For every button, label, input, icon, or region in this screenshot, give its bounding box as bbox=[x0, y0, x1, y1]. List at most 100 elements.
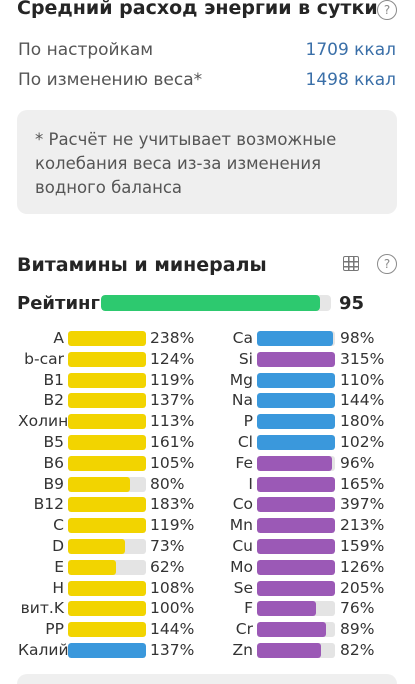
nutrient-name: Mo bbox=[230, 557, 253, 576]
nutrient-percent: 119% bbox=[150, 516, 195, 535]
nutrient-bar bbox=[68, 497, 146, 513]
nutrient-percent: 397% bbox=[340, 495, 385, 514]
nutrient-percent: 62% bbox=[150, 557, 185, 576]
nutrient-bar bbox=[68, 643, 146, 658]
nutrient-percent: 73% bbox=[150, 537, 185, 555]
nutrient-name: D bbox=[52, 537, 64, 555]
nutrient-name: Zn bbox=[232, 641, 253, 659]
nutrient-bar bbox=[257, 351, 335, 367]
nutrient-bar bbox=[257, 601, 335, 617]
nutrient-name: Холин bbox=[18, 412, 69, 431]
energy-section-title: Средний расход энергии в сутки bbox=[17, 0, 378, 19]
nutrient-percent: 161% bbox=[150, 433, 195, 451]
energy-help-icon[interactable]: ? bbox=[377, 0, 397, 20]
nutrient-bar-fill bbox=[68, 601, 146, 617]
settings-value: 1709 ккал bbox=[305, 40, 397, 60]
nutrient-bar-fill bbox=[68, 455, 146, 471]
nutrient-bar-fill bbox=[68, 497, 146, 513]
rating-bar-fill bbox=[101, 295, 320, 311]
nutrient-bar-fill bbox=[257, 539, 335, 554]
nutrient-bar bbox=[68, 539, 146, 554]
nutrient-bar bbox=[68, 455, 146, 471]
nutrient-bar-fill bbox=[257, 435, 335, 450]
nutrient-bar-fill bbox=[68, 643, 146, 658]
nutrient-name: A bbox=[53, 329, 64, 347]
nutrient-name: Cr bbox=[235, 620, 253, 639]
nutrient-percent: 205% bbox=[340, 578, 385, 597]
nutrient-bar bbox=[257, 580, 335, 596]
nutrient-bar bbox=[257, 393, 335, 409]
nutrient-percent: 105% bbox=[150, 453, 195, 472]
nutrient-percent: 137% bbox=[150, 391, 195, 410]
nutrient-name: B9 bbox=[43, 474, 65, 493]
nutrient-bar-fill bbox=[257, 622, 327, 638]
nutrient-bar-fill bbox=[68, 580, 146, 596]
nutrient-name: B5 bbox=[43, 433, 65, 451]
nutrient-bar bbox=[257, 435, 335, 450]
nutrient-bar-fill bbox=[68, 559, 117, 575]
nutrient-name: B1 bbox=[43, 370, 65, 389]
nutrient-bar-fill bbox=[257, 518, 335, 534]
nutrient-name: b-car bbox=[24, 349, 64, 368]
nutrient-bar-fill bbox=[257, 414, 335, 430]
nutrient-name: C bbox=[53, 516, 64, 535]
nutrient-name: B2 bbox=[43, 391, 65, 410]
rating-bar bbox=[101, 295, 331, 311]
nutrient-percent: 238% bbox=[150, 329, 195, 347]
vitamins-help-icon[interactable]: ? bbox=[377, 254, 397, 274]
nutrient-bar bbox=[68, 372, 146, 388]
nutrient-percent: 102% bbox=[340, 433, 385, 451]
nutrient-bar bbox=[68, 601, 146, 617]
nutrient-name: I bbox=[248, 474, 253, 493]
nutrient-percent: 126% bbox=[340, 557, 385, 576]
nutrient-bar bbox=[68, 351, 146, 367]
nutrient-percent: 183% bbox=[150, 495, 195, 514]
nutrient-percent: 98% bbox=[340, 329, 375, 347]
nutrient-name: Mn bbox=[229, 516, 253, 535]
nutrient-name: Cu bbox=[232, 537, 253, 555]
nutrient-name: Калий bbox=[18, 641, 69, 659]
nutrient-percent: 100% bbox=[150, 599, 195, 618]
nutrient-name: вит.K bbox=[20, 599, 64, 618]
nutrient-percent: 159% bbox=[340, 537, 385, 555]
nutrient-name: B12 bbox=[33, 495, 64, 514]
nutrient-bar-fill bbox=[257, 559, 335, 575]
nutrient-percent: 119% bbox=[150, 370, 195, 389]
nutrient-percent: 165% bbox=[340, 474, 385, 493]
nutrient-bar bbox=[257, 539, 335, 554]
table-icon[interactable] bbox=[343, 256, 359, 271]
nutrient-bar bbox=[68, 580, 146, 596]
nutrient-bar-fill bbox=[68, 435, 146, 450]
nutrient-bar-fill bbox=[257, 497, 335, 513]
nutrient-bar-fill bbox=[68, 518, 146, 534]
nutrient-bar bbox=[257, 331, 335, 346]
nutrient-name: E bbox=[54, 557, 64, 576]
nutrient-name: B6 bbox=[43, 453, 65, 472]
nutrient-name: Mg bbox=[229, 370, 253, 389]
nutrient-percent: 137% bbox=[150, 641, 195, 659]
nutrient-bar-fill bbox=[68, 351, 146, 367]
nutrient-bar-fill bbox=[68, 372, 146, 388]
nutrient-bar bbox=[257, 518, 335, 534]
vitamins-section-title: Витамины и минералы bbox=[17, 254, 267, 276]
next-card-edge bbox=[17, 674, 397, 684]
nutrient-bar bbox=[68, 414, 146, 430]
rating-label: Рейтинг bbox=[17, 293, 100, 314]
nutrient-percent: 82% bbox=[340, 641, 375, 659]
nutrient-bar bbox=[68, 559, 146, 575]
nutrient-bar-fill bbox=[257, 351, 335, 367]
nutrient-bar bbox=[257, 622, 335, 638]
nutrient-name: Cl bbox=[237, 433, 253, 451]
nutrient-percent: 124% bbox=[150, 349, 195, 368]
nutrient-percent: 89% bbox=[340, 620, 375, 639]
nutrient-bar-fill bbox=[68, 622, 146, 638]
nutrient-name: H bbox=[52, 578, 64, 597]
nutrient-bar-fill bbox=[257, 580, 335, 596]
nutrient-bar-fill bbox=[257, 455, 332, 471]
nutrient-percent: 108% bbox=[150, 578, 195, 597]
nutrient-name: Fe bbox=[235, 453, 253, 472]
nutrient-name: Ca bbox=[232, 329, 253, 347]
disclaimer-text: * Расчёт не учитывает возможные колебани… bbox=[35, 130, 337, 197]
nutrient-percent: 80% bbox=[150, 474, 185, 493]
nutrient-name: Se bbox=[233, 578, 253, 597]
